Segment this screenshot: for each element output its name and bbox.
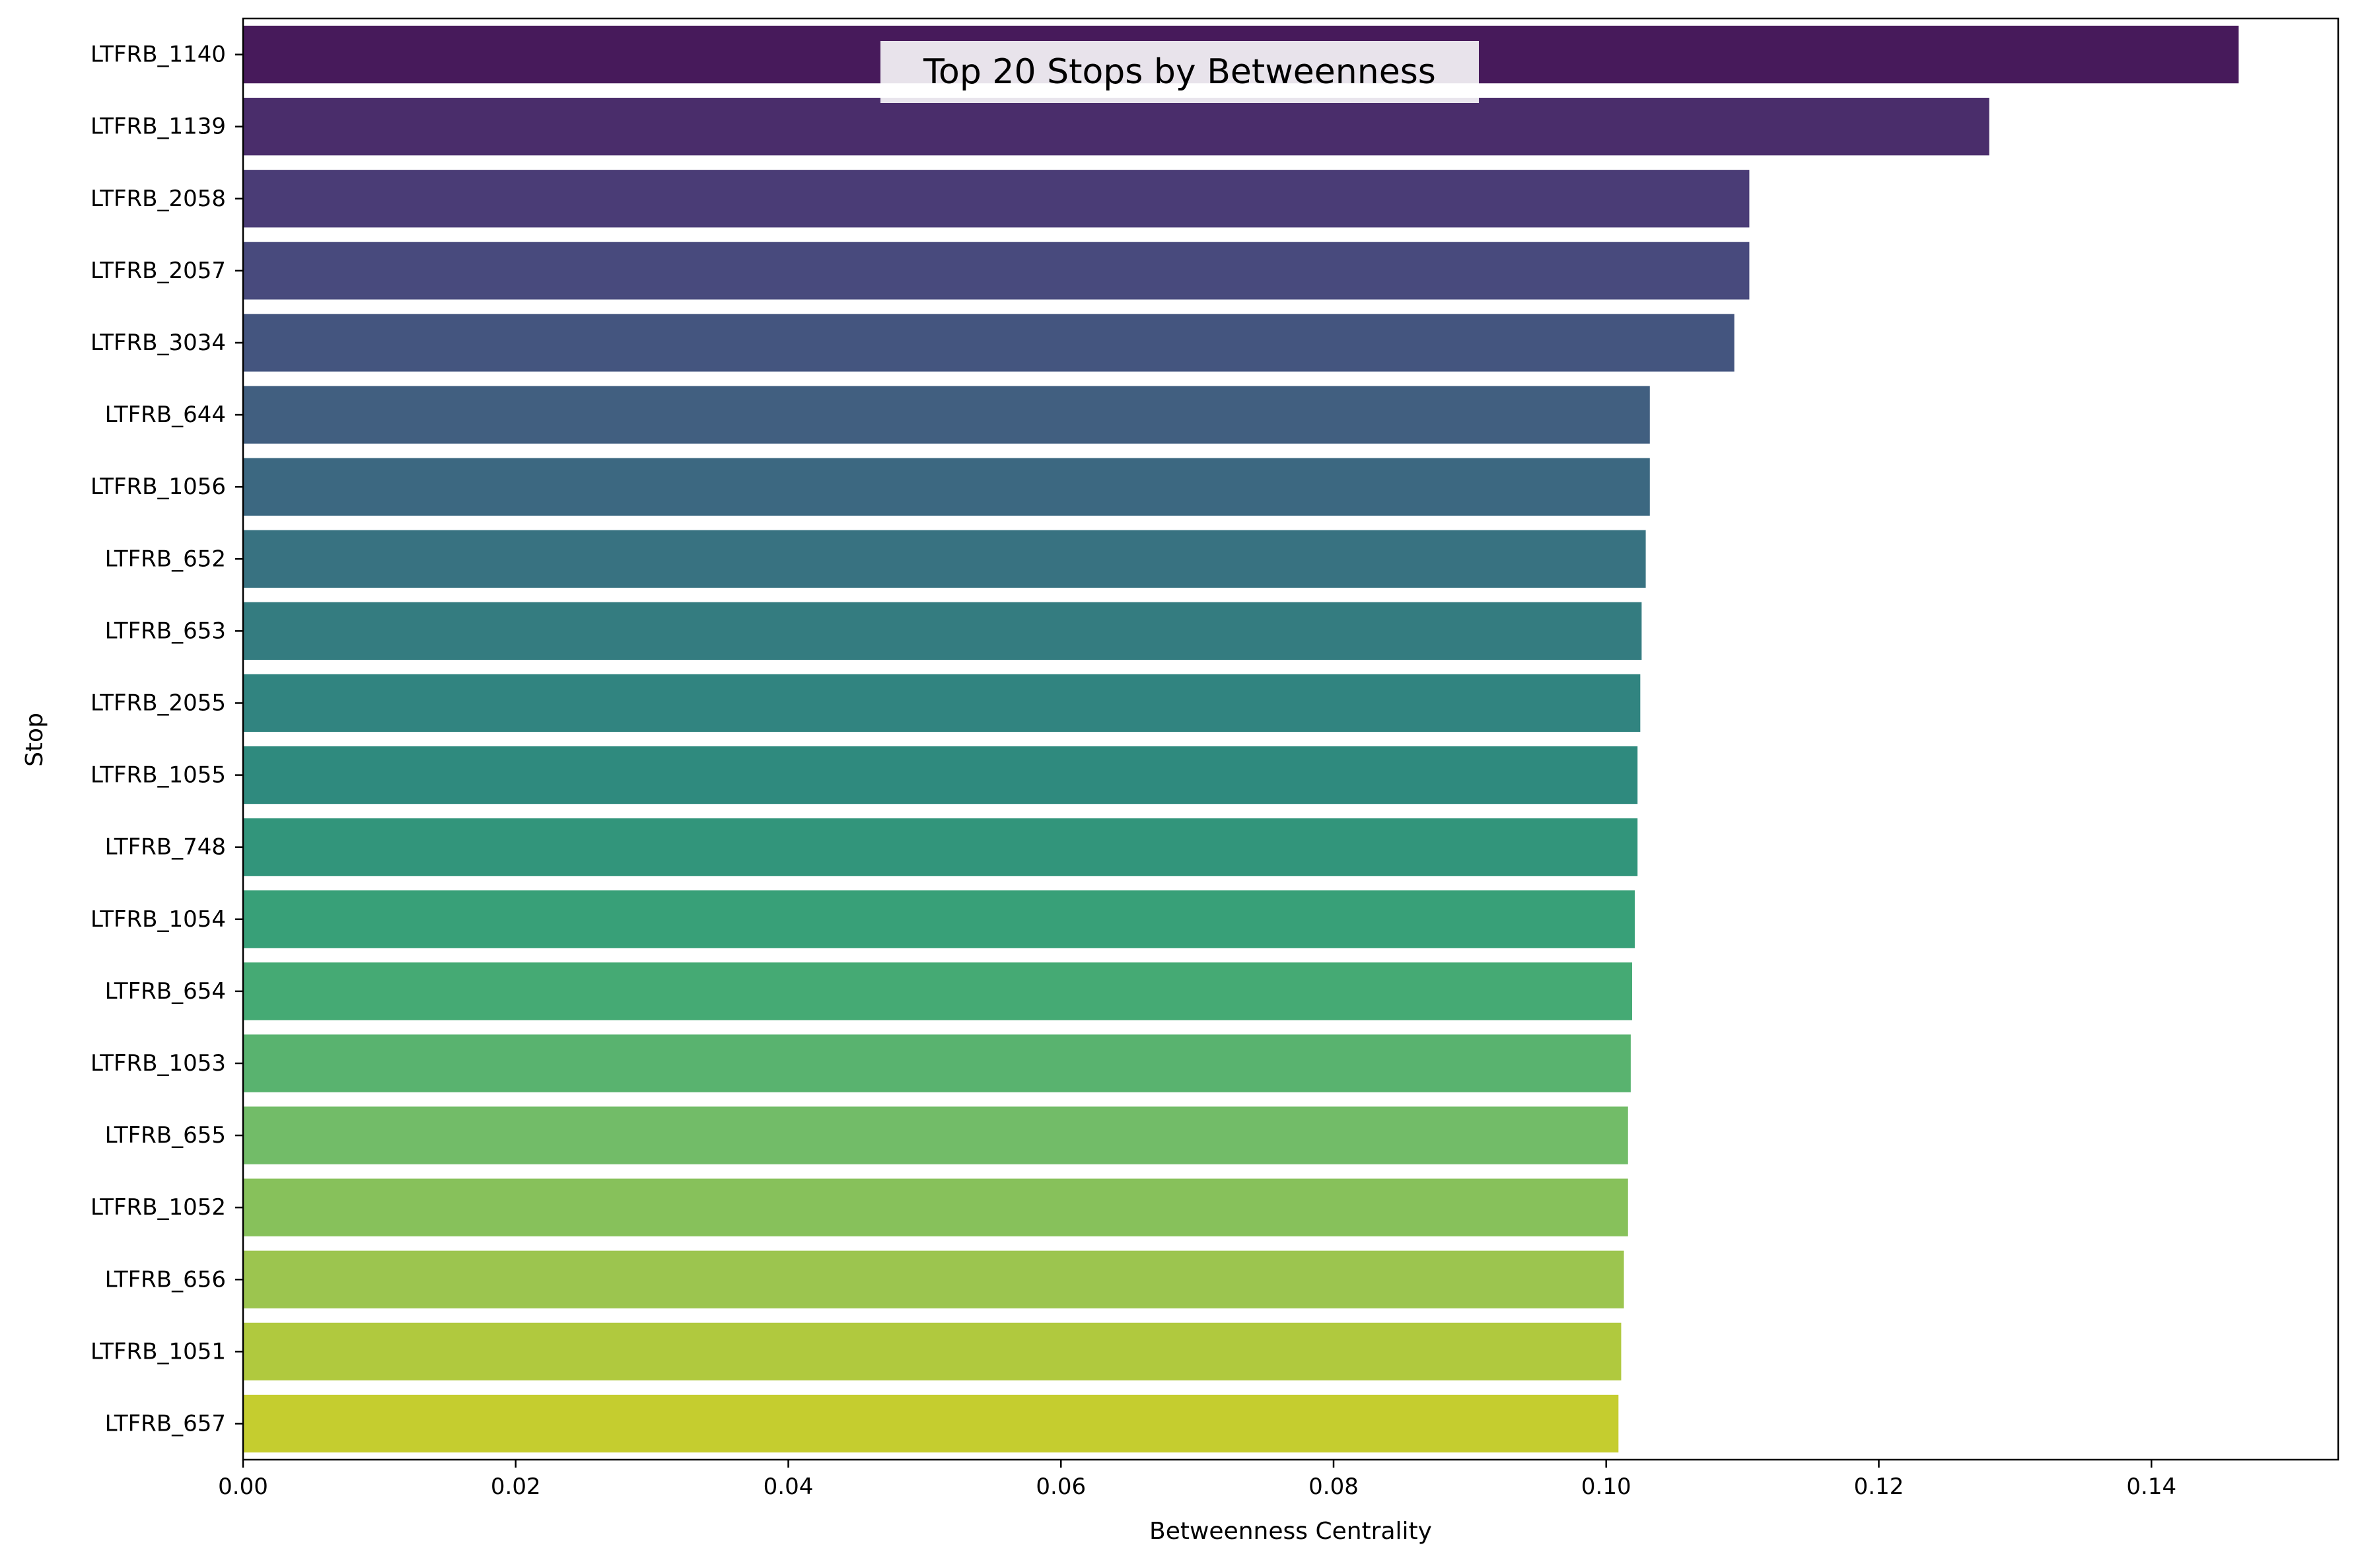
bar-ltfrb-2055	[243, 674, 1641, 732]
y-tick-label: LTFRB_1054	[90, 906, 226, 933]
y-tick-label: LTFRB_3034	[90, 330, 226, 356]
bar-ltfrb-653	[243, 602, 1642, 660]
y-tick-label: LTFRB_657	[105, 1410, 226, 1437]
bar-ltfrb-652	[243, 530, 1646, 588]
x-tick-label: 0.08	[1308, 1474, 1359, 1500]
x-tick-label: 0.10	[1581, 1474, 1631, 1500]
y-tick-label: LTFRB_748	[105, 834, 226, 861]
y-tick-label: LTFRB_1051	[90, 1338, 226, 1365]
y-tick-label: LTFRB_1140	[90, 42, 226, 68]
plot-frame	[242, 17, 2340, 1461]
y-tick-label: LTFRB_653	[105, 618, 226, 644]
y-tick-label: LTFRB_652	[105, 546, 226, 572]
bar-ltfrb-655	[243, 1106, 1628, 1164]
x-tick-label: 0.02	[491, 1474, 541, 1500]
y-tick-label: LTFRB_2058	[90, 186, 226, 212]
bar-ltfrb-657	[243, 1394, 1619, 1453]
title-background	[880, 41, 1479, 103]
x-tick-label: 0.04	[764, 1474, 814, 1500]
x-tick-label: 0.00	[218, 1474, 268, 1500]
y-tick-label: LTFRB_1052	[90, 1194, 226, 1221]
y-tick-label: LTFRB_644	[105, 402, 226, 428]
bar-ltfrb-1139	[243, 98, 1989, 156]
y-tick-label: LTFRB_656	[105, 1266, 226, 1293]
x-axis-label: Betweenness Centrality	[1149, 1518, 1432, 1545]
bar-ltfrb-1053	[243, 1034, 1631, 1092]
y-tick-label: LTFRB_2057	[90, 258, 226, 284]
x-tick-label: 0.12	[1854, 1474, 1904, 1500]
y-tick-label: LTFRB_1139	[90, 114, 226, 140]
y-tick-label: LTFRB_1053	[90, 1050, 226, 1077]
y-axis-label: Stop	[21, 713, 48, 767]
y-tick-label: LTFRB_1055	[90, 762, 226, 789]
x-axis-ticks: 0.00 0.02 0.04 0.06 0.08 0.10 0.12 0.14	[218, 1460, 2176, 1500]
bar-ltfrb-1056	[243, 458, 1650, 516]
bar-ltfrb-1054	[243, 890, 1635, 948]
bar-ltfrb-3034	[243, 314, 1734, 372]
bar-ltfrb-644	[243, 386, 1650, 444]
bar-ltfrb-2058	[243, 170, 1750, 228]
y-tick-label: LTFRB_655	[105, 1122, 226, 1149]
y-axis-ticks: LTFRB_1140 LTFRB_1139 LTFRB_2058 LTFRB_2057…	[90, 42, 243, 1437]
bar-ltfrb-654	[243, 962, 1632, 1020]
bar-ltfrb-1051	[243, 1322, 1622, 1380]
y-tick-label: LTFRB_2055	[90, 690, 226, 716]
chart-title: Top 20 Stops by Betweenness	[923, 52, 1436, 92]
bars-layer	[243, 25, 2239, 1453]
bar-ltfrb-1052	[243, 1178, 1628, 1236]
bar-ltfrb-2057	[243, 242, 1750, 300]
bar-ltfrb-748	[243, 818, 1638, 876]
bar-ltfrb-656	[243, 1250, 1624, 1308]
y-tick-label: LTFRB_1056	[90, 474, 226, 500]
bar-ltfrb-1055	[243, 746, 1638, 804]
x-tick-label: 0.14	[2126, 1474, 2176, 1500]
y-tick-label: LTFRB_654	[105, 978, 226, 1005]
x-tick-label: 0.06	[1036, 1474, 1086, 1500]
